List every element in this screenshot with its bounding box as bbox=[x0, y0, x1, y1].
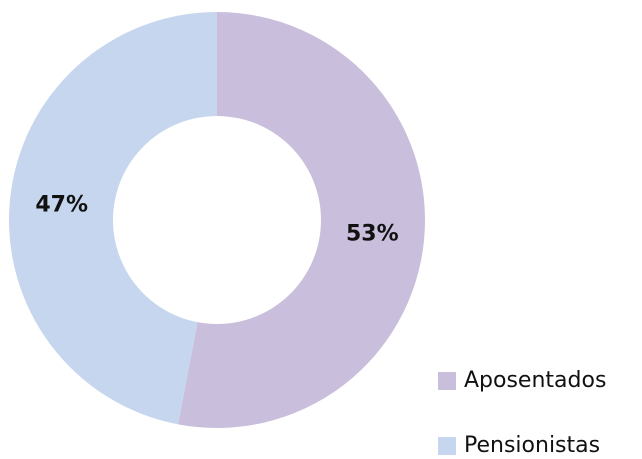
value-label: 53% bbox=[346, 222, 399, 247]
donut-slice bbox=[178, 12, 426, 428]
donut-slice bbox=[9, 12, 217, 425]
legend-label: Aposentados bbox=[464, 368, 606, 393]
value-label: 47% bbox=[35, 192, 88, 217]
legend-swatch bbox=[438, 372, 456, 390]
legend-label: Pensionistas bbox=[464, 433, 600, 458]
legend-swatch bbox=[438, 437, 456, 455]
